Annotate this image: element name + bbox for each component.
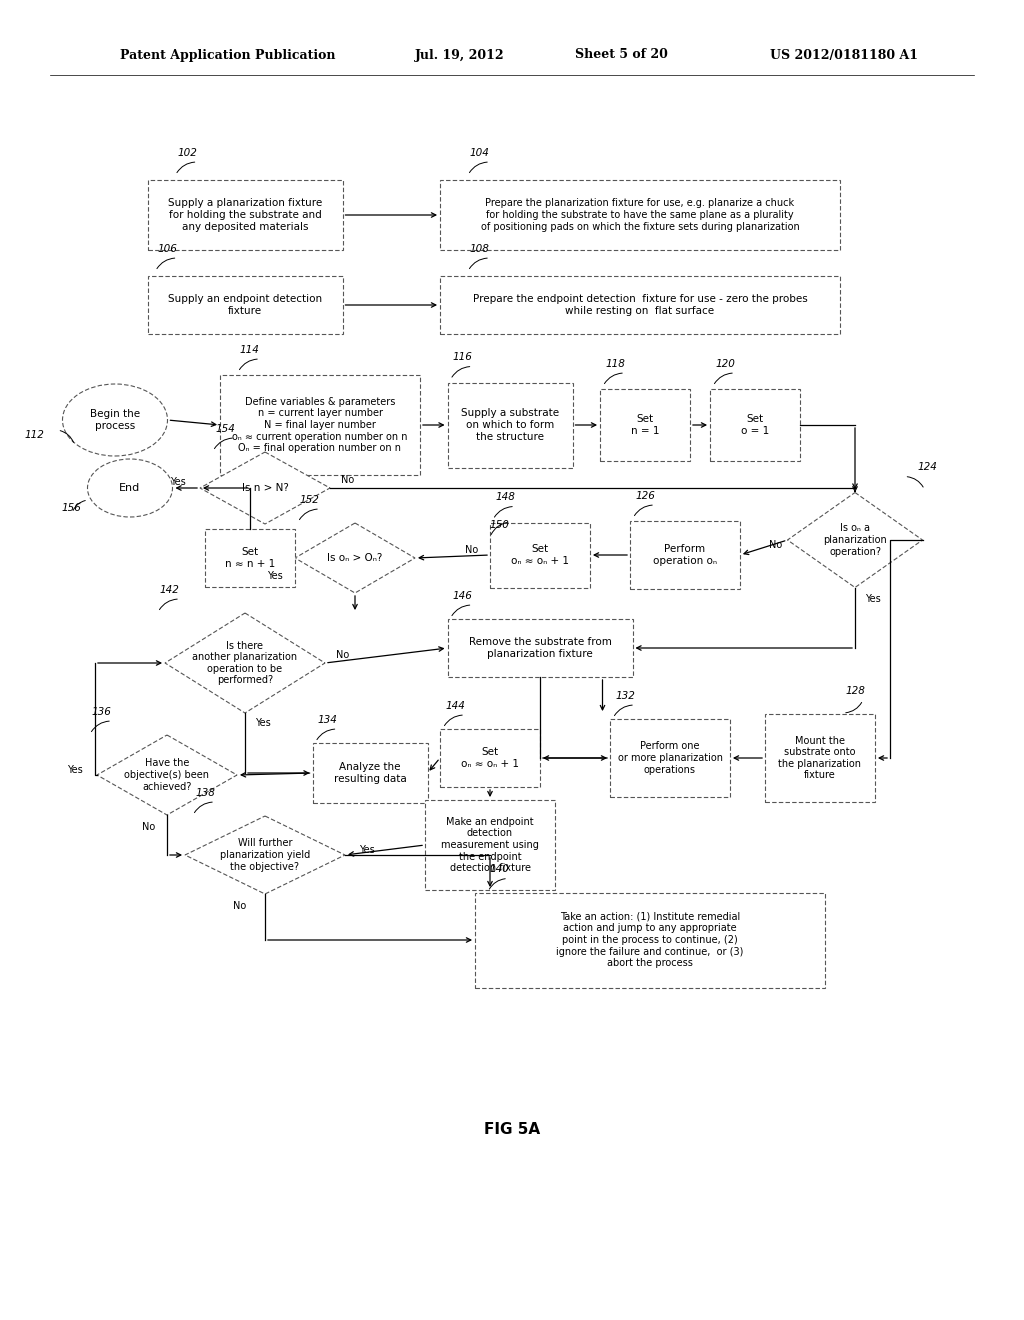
Text: 102: 102: [177, 148, 198, 158]
Text: Supply a planarization fixture
for holding the substrate and
any deposited mater: Supply a planarization fixture for holdi…: [168, 198, 323, 231]
Bar: [147, 276, 342, 334]
Text: 150: 150: [490, 520, 510, 531]
Bar: [312, 743, 427, 803]
Bar: [447, 383, 572, 467]
Bar: [447, 619, 633, 677]
Bar: [765, 714, 874, 803]
Text: 116: 116: [453, 352, 472, 363]
Text: 138: 138: [195, 788, 215, 799]
Text: 126: 126: [635, 491, 655, 502]
Text: Prepare the endpoint detection  fixture for use - zero the probes
while resting : Prepare the endpoint detection fixture f…: [473, 294, 807, 315]
Bar: [440, 276, 840, 334]
Text: 132: 132: [615, 690, 635, 701]
Text: Yes: Yes: [170, 477, 186, 487]
Text: Make an endpoint
detection
measurement using
the endpoint
detection fixture: Make an endpoint detection measurement u…: [441, 817, 539, 874]
Text: Remove the substrate from
planarization fixture: Remove the substrate from planarization …: [469, 638, 611, 659]
Text: Is n > N?: Is n > N?: [242, 483, 289, 492]
Text: Supply a substrate
on which to form
the structure: Supply a substrate on which to form the …: [461, 408, 559, 442]
Polygon shape: [200, 451, 330, 524]
Text: No: No: [233, 902, 247, 911]
Text: Yes: Yes: [359, 845, 375, 855]
Text: Jul. 19, 2012: Jul. 19, 2012: [415, 49, 505, 62]
Text: No: No: [142, 822, 156, 832]
Text: Yes: Yes: [267, 572, 283, 581]
Bar: [440, 180, 840, 249]
Text: 128: 128: [845, 686, 865, 696]
Text: End: End: [120, 483, 140, 492]
Text: Patent Application Publication: Patent Application Publication: [120, 49, 336, 62]
Text: Set
oₙ ≈ oₙ + 1: Set oₙ ≈ oₙ + 1: [511, 544, 569, 566]
Text: 144: 144: [445, 701, 465, 711]
Text: 142: 142: [160, 585, 180, 595]
Bar: [220, 375, 420, 475]
Text: 154: 154: [215, 424, 234, 434]
Text: Yes: Yes: [255, 718, 271, 729]
Text: Yes: Yes: [865, 594, 881, 605]
Text: 114: 114: [240, 345, 260, 355]
Text: Set
n = 1: Set n = 1: [631, 414, 659, 436]
Text: No: No: [769, 540, 782, 550]
Text: 148: 148: [495, 492, 515, 503]
Text: Mount the
substrate onto
the planarization
fixture: Mount the substrate onto the planarizati…: [778, 735, 861, 780]
Text: No: No: [341, 475, 354, 484]
Text: US 2012/0181180 A1: US 2012/0181180 A1: [770, 49, 918, 62]
Text: Is oₙ > Oₙ?: Is oₙ > Oₙ?: [328, 553, 383, 564]
Text: Is oₙ a
planarization
operation?: Is oₙ a planarization operation?: [823, 524, 887, 557]
Text: Set
o = 1: Set o = 1: [741, 414, 769, 436]
Polygon shape: [295, 523, 415, 593]
Bar: [475, 892, 825, 987]
Bar: [205, 529, 295, 587]
Bar: [710, 389, 800, 461]
Text: Set
oₙ ≈ oₙ + 1: Set oₙ ≈ oₙ + 1: [461, 747, 519, 768]
Text: 124: 124: [918, 462, 937, 473]
Text: 156: 156: [62, 503, 82, 513]
Text: 146: 146: [453, 591, 472, 601]
Text: 152: 152: [300, 495, 319, 506]
Text: Analyze the
resulting data: Analyze the resulting data: [334, 762, 407, 784]
Ellipse shape: [87, 459, 172, 517]
Bar: [147, 180, 342, 249]
Text: 118: 118: [605, 359, 625, 370]
Bar: [490, 523, 590, 587]
Text: Set
n ≈ n + 1: Set n ≈ n + 1: [225, 548, 275, 569]
Text: No: No: [336, 649, 349, 660]
Text: Yes: Yes: [68, 766, 83, 775]
Text: Is there
another planarization
operation to be
performed?: Is there another planarization operation…: [193, 640, 298, 685]
Bar: [425, 800, 555, 890]
Text: 112: 112: [25, 430, 44, 440]
Ellipse shape: [62, 384, 168, 455]
Polygon shape: [185, 816, 345, 894]
Text: Perform one
or more planarization
operations: Perform one or more planarization operat…: [617, 742, 723, 775]
Polygon shape: [97, 735, 237, 814]
Bar: [630, 521, 740, 589]
Text: 104: 104: [470, 148, 489, 158]
Text: Take an action: (1) Institute remedial
action and jump to any appropriate
point : Take an action: (1) Institute remedial a…: [556, 912, 743, 968]
Text: No: No: [465, 545, 478, 554]
Text: Have the
objective(s) been
achieved?: Have the objective(s) been achieved?: [125, 759, 210, 792]
Text: Supply an endpoint detection
fixture: Supply an endpoint detection fixture: [168, 294, 323, 315]
Text: 134: 134: [317, 715, 337, 725]
Polygon shape: [165, 612, 325, 713]
Text: Begin the
process: Begin the process: [90, 409, 140, 430]
Text: 106: 106: [158, 244, 177, 253]
Text: 108: 108: [470, 244, 489, 253]
Polygon shape: [787, 492, 923, 587]
Bar: [600, 389, 690, 461]
Text: Prepare the planarization fixture for use, e.g. planarize a chuck
for holding th: Prepare the planarization fixture for us…: [480, 198, 800, 231]
Text: Sheet 5 of 20: Sheet 5 of 20: [575, 49, 668, 62]
Text: 136: 136: [92, 708, 112, 717]
Text: Will further
planarization yield
the objective?: Will further planarization yield the obj…: [220, 838, 310, 871]
Bar: [610, 719, 730, 797]
Text: Perform
operation oₙ: Perform operation oₙ: [653, 544, 717, 566]
Text: Define variables & parameters
n = current layer number
N = final layer number
oₙ: Define variables & parameters n = curren…: [232, 397, 408, 453]
Text: 140: 140: [490, 865, 510, 874]
Bar: [440, 729, 540, 787]
Text: FIG 5A: FIG 5A: [484, 1122, 540, 1138]
Text: 120: 120: [715, 359, 735, 370]
